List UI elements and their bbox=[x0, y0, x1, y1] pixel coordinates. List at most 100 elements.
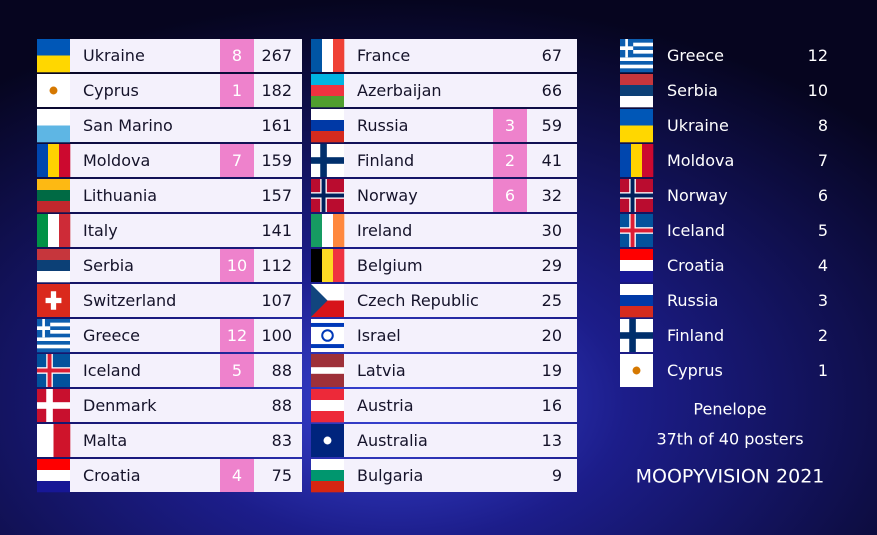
row-background bbox=[311, 109, 577, 142]
flag-part bbox=[37, 459, 70, 471]
flag-part bbox=[620, 228, 653, 233]
country-name: France bbox=[357, 46, 410, 65]
flag-part bbox=[311, 193, 344, 198]
row-background bbox=[311, 459, 577, 492]
flag-part bbox=[333, 39, 345, 72]
row-background bbox=[37, 214, 302, 247]
flag bbox=[620, 144, 654, 177]
flag-part bbox=[620, 109, 653, 126]
total-points: 88 bbox=[272, 396, 292, 415]
total-points: 83 bbox=[272, 431, 292, 450]
total-points: 32 bbox=[542, 186, 562, 205]
flag bbox=[37, 284, 70, 317]
flag bbox=[37, 144, 71, 177]
flag-part bbox=[37, 337, 70, 342]
flag-part bbox=[48, 214, 60, 247]
flag-part bbox=[620, 64, 653, 69]
flag-part bbox=[323, 436, 332, 445]
flag-part bbox=[620, 68, 653, 73]
country-name: Belgium bbox=[357, 256, 423, 275]
flag-part bbox=[322, 249, 334, 282]
flag-part bbox=[311, 85, 344, 97]
country-name: Moldova bbox=[83, 151, 150, 170]
country-name: Denmark bbox=[83, 396, 157, 415]
flag bbox=[311, 284, 344, 317]
row-background bbox=[37, 39, 302, 72]
flag-part bbox=[620, 284, 653, 296]
row-background bbox=[37, 424, 302, 457]
total-points: 29 bbox=[542, 256, 562, 275]
country-name: Serbia bbox=[83, 256, 134, 275]
flag-part bbox=[311, 249, 323, 282]
flag-part bbox=[311, 74, 344, 86]
flag-part bbox=[37, 190, 70, 202]
flag bbox=[37, 319, 70, 353]
total-points: 9 bbox=[552, 466, 562, 485]
flag-part bbox=[37, 214, 49, 247]
flag-part bbox=[311, 344, 344, 349]
flag bbox=[37, 459, 70, 493]
flag-part bbox=[620, 61, 653, 65]
country-name: Finland bbox=[357, 151, 414, 170]
flag-part bbox=[620, 306, 653, 318]
flag-part bbox=[37, 249, 70, 261]
total-points: 30 bbox=[542, 221, 562, 240]
vote-points: 4 bbox=[818, 256, 828, 275]
flag bbox=[37, 424, 71, 457]
flag bbox=[620, 319, 653, 352]
flag-part bbox=[311, 367, 344, 374]
total-points: 66 bbox=[542, 81, 562, 100]
flag-part bbox=[620, 144, 632, 177]
vote-points: 10 bbox=[808, 81, 828, 100]
flag-part bbox=[59, 214, 71, 247]
flag-part bbox=[37, 179, 70, 191]
flag-part bbox=[620, 53, 653, 58]
flag bbox=[311, 249, 345, 282]
flag-part bbox=[311, 96, 344, 108]
flag-part bbox=[37, 344, 70, 349]
new-points: 3 bbox=[505, 116, 515, 135]
country-name: Malta bbox=[83, 431, 127, 450]
total-points: 161 bbox=[261, 116, 292, 135]
flag-part bbox=[37, 144, 49, 177]
flag-part bbox=[53, 424, 71, 457]
flag-part bbox=[631, 144, 643, 177]
country-name: Czech Republic bbox=[357, 291, 479, 310]
new-points: 4 bbox=[232, 466, 242, 485]
flag-part bbox=[37, 326, 51, 330]
row-background bbox=[311, 179, 577, 212]
row-background bbox=[37, 284, 302, 317]
country-name: Bulgaria bbox=[357, 466, 423, 485]
country-name: Australia bbox=[357, 431, 428, 450]
flag-part bbox=[37, 402, 70, 409]
vote-country: Greece bbox=[667, 46, 724, 65]
country-name: Azerbaijan bbox=[357, 81, 442, 100]
row-background bbox=[37, 249, 302, 282]
flag-part bbox=[620, 249, 653, 261]
flag-part bbox=[620, 57, 653, 62]
flag-part bbox=[311, 470, 344, 482]
row-background bbox=[37, 144, 302, 177]
flag-part bbox=[620, 295, 653, 307]
flag-part bbox=[620, 332, 653, 339]
flag bbox=[620, 109, 653, 143]
flag-part bbox=[311, 389, 344, 401]
vote-country: Iceland bbox=[667, 221, 725, 240]
country-name: Cyprus bbox=[83, 81, 139, 100]
flag bbox=[311, 39, 345, 72]
vote-points: 12 bbox=[808, 46, 828, 65]
total-points: 16 bbox=[542, 396, 562, 415]
new-points: 8 bbox=[232, 46, 242, 65]
flag bbox=[37, 179, 70, 213]
total-points: 41 bbox=[542, 151, 562, 170]
total-points: 159 bbox=[261, 151, 292, 170]
flag-part bbox=[311, 157, 344, 164]
vote-country: Serbia bbox=[667, 81, 718, 100]
flag-part bbox=[311, 214, 323, 247]
vote-country: Ukraine bbox=[667, 116, 729, 135]
new-points: 12 bbox=[227, 326, 247, 345]
flag-part bbox=[642, 144, 654, 177]
flag-part bbox=[37, 39, 70, 56]
country-name: Switzerland bbox=[83, 291, 176, 310]
flag-part bbox=[620, 39, 653, 43]
